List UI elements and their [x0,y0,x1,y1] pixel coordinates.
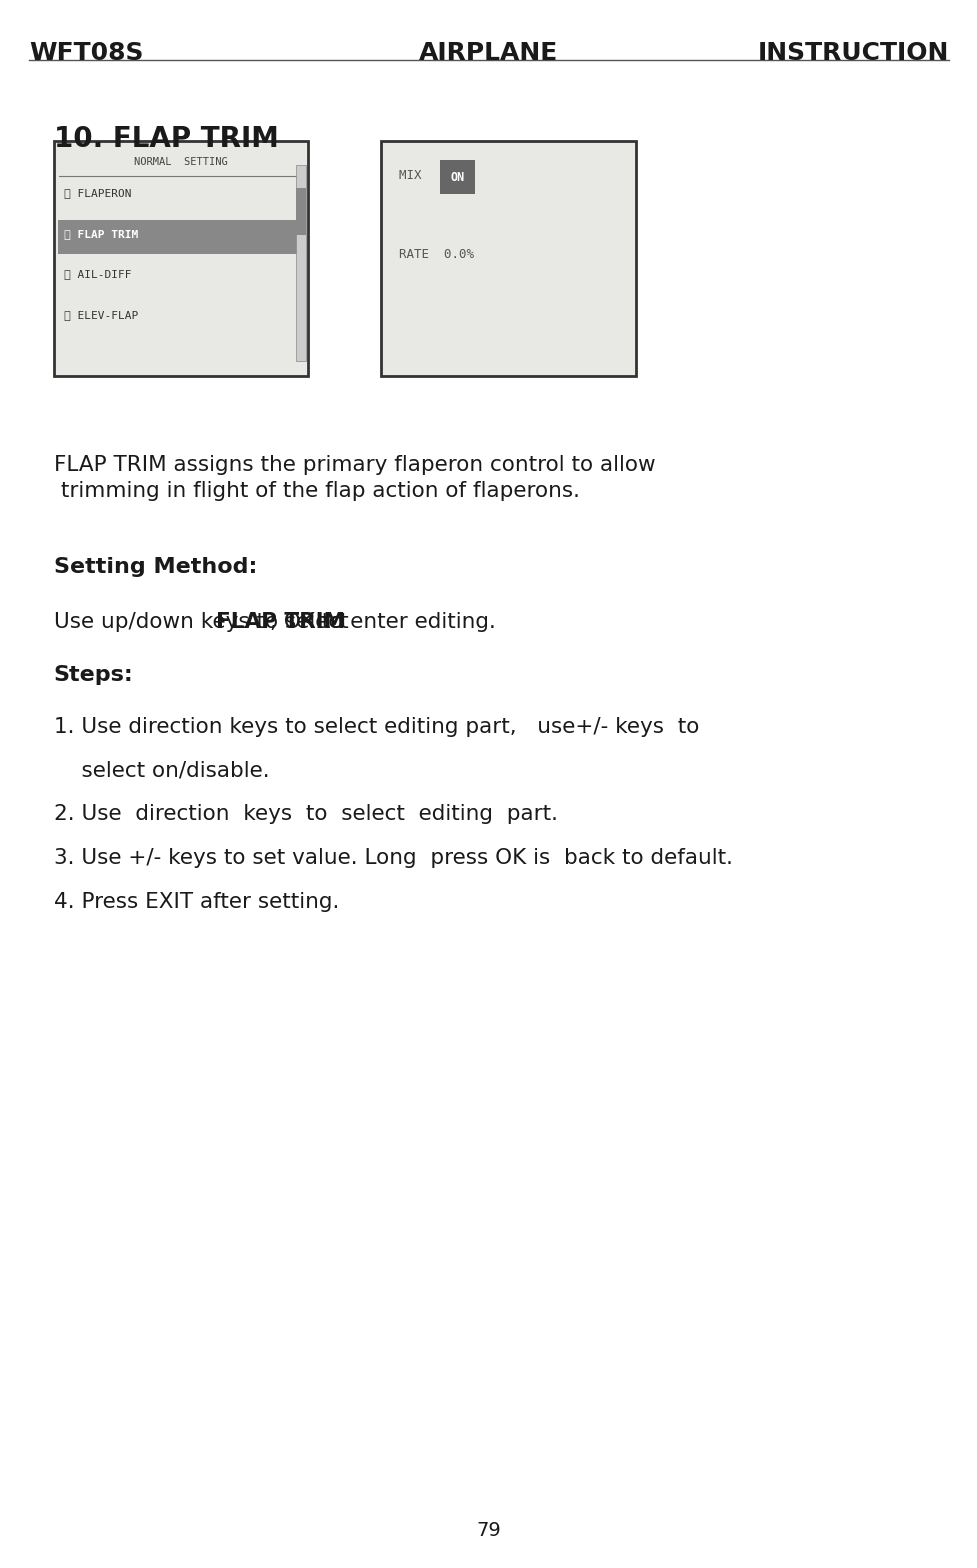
Text: RATE  0.0%: RATE 0.0% [399,248,474,260]
Text: ⓗ ELEV-FLAP: ⓗ ELEV-FLAP [64,310,138,320]
FancyBboxPatch shape [54,141,308,376]
Text: 2. Use  direction  keys  to  select  editing  part.: 2. Use direction keys to select editing … [54,804,557,825]
Text: ⓟ FLAP TRIM: ⓟ FLAP TRIM [64,229,138,238]
Text: WFT08S: WFT08S [29,41,144,64]
Text: ⓐ FLAPERON: ⓐ FLAPERON [64,188,131,198]
Text: FLAP TRIM: FLAP TRIM [216,612,345,632]
Text: 4. Press EXIT after setting.: 4. Press EXIT after setting. [54,892,339,913]
Text: Setting Method:: Setting Method: [54,557,257,577]
Text: AIRPLANE: AIRPLANE [419,41,558,64]
Text: select on/disable.: select on/disable. [54,760,269,781]
Text: ON: ON [450,171,464,183]
Text: INSTRUCTION: INSTRUCTION [756,41,948,64]
Text: MIX: MIX [399,169,429,182]
FancyBboxPatch shape [381,141,635,376]
Text: 3. Use +/- keys to set value. Long  press OK is  back to default.: 3. Use +/- keys to set value. Long press… [54,848,732,869]
FancyBboxPatch shape [296,188,306,235]
Text: Use up/down keys to select: Use up/down keys to select [54,612,355,632]
Text: FLAP TRIM assigns the primary flaperon control to allow
 trimming in flight of t: FLAP TRIM assigns the primary flaperon c… [54,455,655,502]
Text: 1. Use direction keys to select editing part,   use+/- keys  to: 1. Use direction keys to select editing … [54,717,699,737]
FancyBboxPatch shape [296,165,306,361]
Text: 10. FLAP TRIM: 10. FLAP TRIM [54,125,278,154]
FancyBboxPatch shape [440,160,475,194]
Text: , OK to enter editing.: , OK to enter editing. [270,612,495,632]
Text: Steps:: Steps: [54,665,134,685]
Text: 79: 79 [476,1521,501,1540]
Text: NORMAL  SETTING: NORMAL SETTING [134,157,228,166]
Text: ⓑ AIL-DIFF: ⓑ AIL-DIFF [64,270,131,279]
FancyBboxPatch shape [58,220,297,254]
